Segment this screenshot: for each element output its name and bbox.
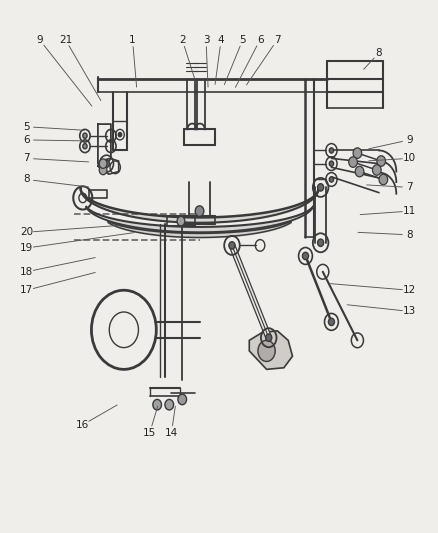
Text: 17: 17 <box>20 285 33 295</box>
Text: 20: 20 <box>20 227 33 237</box>
Text: 3: 3 <box>203 35 209 45</box>
Circle shape <box>379 174 388 185</box>
Text: 8: 8 <box>23 174 30 184</box>
Circle shape <box>303 252 308 260</box>
Text: 7: 7 <box>23 154 30 164</box>
Circle shape <box>165 399 173 410</box>
Circle shape <box>329 148 334 153</box>
Text: 2: 2 <box>179 35 186 45</box>
Text: 9: 9 <box>36 35 43 45</box>
Circle shape <box>329 177 334 182</box>
Circle shape <box>178 394 187 405</box>
Circle shape <box>99 159 107 168</box>
Circle shape <box>103 160 110 167</box>
Circle shape <box>83 143 87 149</box>
Text: 5: 5 <box>23 122 30 132</box>
Text: 11: 11 <box>403 206 416 216</box>
Text: 13: 13 <box>403 306 416 316</box>
Circle shape <box>328 318 335 326</box>
Circle shape <box>195 206 204 216</box>
Circle shape <box>377 156 385 166</box>
Text: 7: 7 <box>406 182 413 192</box>
Circle shape <box>318 239 324 246</box>
Circle shape <box>349 157 357 167</box>
Text: 10: 10 <box>403 154 416 164</box>
Text: 5: 5 <box>240 35 246 45</box>
Circle shape <box>229 241 235 249</box>
Circle shape <box>83 133 87 139</box>
Text: 16: 16 <box>76 419 89 430</box>
Text: 8: 8 <box>406 230 413 240</box>
Circle shape <box>353 148 362 158</box>
Circle shape <box>266 334 272 342</box>
Text: 21: 21 <box>59 35 72 45</box>
Text: 8: 8 <box>376 48 382 58</box>
Circle shape <box>355 166 364 177</box>
Text: 14: 14 <box>165 427 178 438</box>
Text: 19: 19 <box>20 243 33 253</box>
Text: 18: 18 <box>20 267 33 277</box>
Circle shape <box>329 161 334 166</box>
Text: 12: 12 <box>403 285 416 295</box>
Text: 7: 7 <box>274 35 281 45</box>
Text: 15: 15 <box>143 427 156 438</box>
Circle shape <box>258 341 275 361</box>
Circle shape <box>177 216 185 226</box>
Text: 1: 1 <box>129 35 136 45</box>
Circle shape <box>318 184 324 191</box>
Circle shape <box>99 165 107 175</box>
Circle shape <box>118 133 122 137</box>
Circle shape <box>372 165 381 175</box>
Text: 4: 4 <box>218 35 224 45</box>
Polygon shape <box>249 331 293 369</box>
Text: 6: 6 <box>23 135 30 145</box>
Text: 9: 9 <box>406 135 413 145</box>
Circle shape <box>153 399 162 410</box>
Text: 6: 6 <box>257 35 263 45</box>
